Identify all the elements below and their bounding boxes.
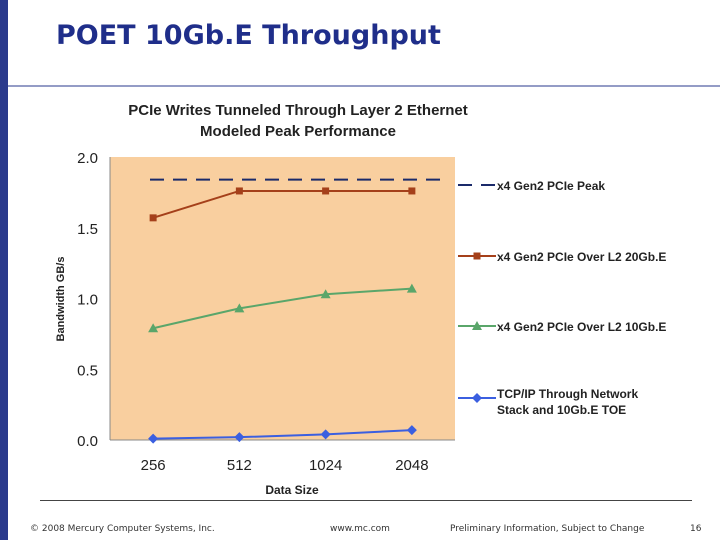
legend-label: Stack and 10Gb.E TOE (497, 403, 626, 417)
data-point (148, 433, 159, 444)
chart-title-line: PCIe Writes Tunneled Through Layer 2 Eth… (128, 102, 468, 119)
series-line (152, 189, 412, 219)
y-axis-label: Bandwidth GB/s (55, 257, 67, 342)
series-line (153, 429, 412, 440)
chart: PCIe Writes Tunneled Through Layer 2 Eth… (55, 102, 666, 497)
slide-title: POET 10Gb.E Throughput (56, 20, 441, 51)
legend-marker (473, 252, 481, 260)
legend-marker (472, 321, 482, 330)
legend-label: x4 Gen2 PCIe Over L2 10Gb.E (497, 320, 666, 334)
data-point (322, 187, 330, 195)
data-point (408, 187, 416, 195)
x-axis-label: Data Size (265, 483, 319, 497)
left-accent-bar (0, 0, 8, 540)
y-tick-label: 0.0 (77, 433, 98, 450)
legend-label: x4 Gen2 PCIe Over L2 20Gb.E (497, 250, 666, 264)
data-point (148, 323, 159, 333)
footer-note: Preliminary Information, Subject to Chan… (450, 524, 645, 534)
data-point (406, 283, 417, 293)
legend-label: TCP/IP Through Network (497, 387, 638, 401)
data-point (320, 289, 331, 299)
data-point (406, 425, 417, 436)
legend-marker (472, 393, 482, 403)
data-point (320, 429, 331, 440)
legend-label: x4 Gen2 PCIe Peak (497, 179, 605, 193)
y-tick-label: 2.0 (77, 150, 98, 167)
data-point (234, 303, 245, 313)
x-tick-label: 512 (227, 457, 252, 474)
title-divider (8, 85, 720, 87)
y-tick-label: 1.0 (77, 292, 98, 309)
data-point (234, 432, 245, 443)
x-tick-label: 256 (141, 457, 166, 474)
y-tick-label: 1.5 (77, 221, 98, 238)
page-number: 16 (690, 524, 702, 534)
plot-area (110, 157, 455, 440)
x-tick-label: 1024 (309, 457, 342, 474)
footer-copyright: © 2008 Mercury Computer Systems, Inc. (30, 524, 215, 534)
chart-title-line: Modeled Peak Performance (200, 123, 396, 140)
footer-website: www.mc.com (330, 524, 390, 534)
y-tick-label: 0.5 (77, 362, 98, 379)
x-tick-label: 2048 (395, 457, 428, 474)
data-point (149, 214, 157, 222)
footer-divider (40, 500, 692, 501)
series-line (152, 287, 412, 330)
data-point (235, 187, 243, 195)
